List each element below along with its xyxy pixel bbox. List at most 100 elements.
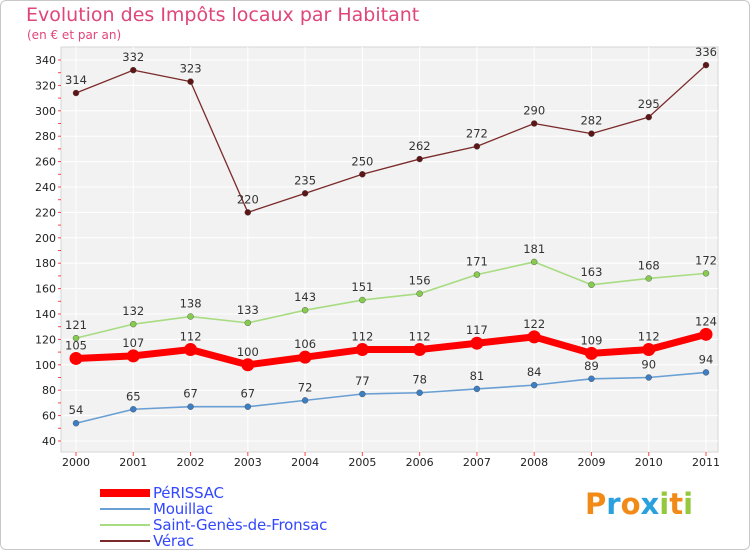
x-tick-label: 2007: [463, 456, 491, 469]
data-point: [72, 420, 80, 427]
data-point: [530, 120, 538, 127]
y-tick-label: 40: [42, 435, 56, 448]
data-label: 78: [412, 373, 427, 387]
data-point: [244, 319, 252, 327]
data-label: 109: [580, 333, 602, 347]
data-label: 54: [69, 403, 84, 417]
data-point: [588, 130, 595, 137]
data-label: 156: [409, 274, 431, 288]
y-tick-label: 280: [35, 130, 56, 143]
logo-letter: P: [585, 487, 607, 521]
data-point: [645, 113, 652, 121]
y-tick-label: 300: [35, 105, 56, 118]
y-tick-label: 80: [42, 384, 56, 397]
data-label: 106: [294, 337, 316, 351]
y-tick-label: 60: [42, 410, 56, 423]
data-label: 336: [695, 45, 717, 59]
data-point: [588, 281, 595, 288]
legend-swatch: [100, 524, 150, 526]
data-label: 295: [638, 97, 660, 111]
chart-title: Evolution des Impôts locaux par Habitant: [26, 4, 420, 26]
data-label: 107: [122, 336, 144, 350]
data-point: [187, 78, 194, 85]
data-point: [359, 390, 366, 398]
plot-area: [60, 46, 719, 453]
data-point: [301, 397, 309, 404]
data-label: 132: [122, 304, 144, 318]
data-point: [184, 343, 198, 357]
data-label: 77: [355, 374, 370, 388]
legend-label: Vérac: [153, 532, 194, 550]
data-point: [413, 343, 427, 357]
data-point: [301, 306, 309, 314]
y-tick-label: 100: [35, 359, 56, 372]
data-point: [244, 403, 252, 410]
data-point: [301, 190, 309, 197]
x-tick-label: 2008: [520, 456, 548, 469]
x-tick-label: 2003: [234, 456, 262, 469]
data-point: [645, 374, 652, 381]
y-tick-label: 340: [35, 54, 56, 67]
data-label: 124: [695, 314, 717, 328]
logo-letter: r: [606, 487, 621, 521]
x-tick-label: 2009: [577, 456, 605, 469]
data-label: 133: [237, 303, 259, 317]
logo-letter: i: [683, 487, 694, 521]
data-label: 112: [351, 330, 373, 344]
data-point: [473, 385, 481, 393]
data-point: [241, 358, 255, 372]
data-label: 89: [584, 359, 599, 373]
data-point: [130, 66, 137, 74]
logo-letter: x: [640, 487, 660, 521]
data-label: 112: [180, 330, 202, 344]
y-tick-label: 120: [35, 333, 56, 346]
data-point: [702, 369, 710, 376]
series-line: [75, 330, 707, 369]
data-point: [359, 171, 366, 178]
y-tick-label: 160: [35, 283, 56, 296]
data-label: 112: [409, 330, 431, 344]
data-point: [702, 270, 710, 277]
logo-letter: o: [620, 487, 641, 521]
data-point: [416, 290, 423, 297]
data-label: 143: [294, 290, 316, 304]
data-label: 250: [351, 154, 373, 168]
data-label: 314: [65, 73, 87, 87]
data-point: [130, 406, 137, 413]
data-label: 90: [641, 358, 656, 372]
x-tick-label: 2006: [406, 456, 434, 469]
data-point: [645, 275, 652, 282]
data-point: [126, 349, 140, 363]
data-point: [642, 343, 656, 357]
data-point: [530, 381, 538, 389]
x-tick-label: 2002: [177, 456, 205, 469]
data-label: 262: [409, 139, 431, 153]
data-label: 117: [466, 323, 488, 337]
x-tick-label: 2001: [119, 456, 147, 469]
data-label: 122: [523, 317, 545, 331]
data-point: [72, 334, 80, 342]
legend-swatch: [100, 489, 150, 497]
data-label: 67: [240, 387, 255, 401]
data-label: 172: [695, 253, 717, 267]
y-tick-label: 180: [35, 257, 56, 270]
data-point: [473, 271, 481, 278]
logo-letter: t: [669, 487, 684, 521]
series-line: [75, 371, 707, 424]
legend-label: Mouillac: [153, 500, 213, 518]
data-label: 235: [294, 173, 316, 187]
x-tick-label: 2011: [692, 456, 720, 469]
data-label: 272: [466, 126, 488, 140]
chart-subtitle: (en € et par an): [27, 28, 122, 42]
y-tick-label: 220: [35, 206, 56, 219]
legend-label: PéRISSAC: [153, 484, 224, 502]
data-label: 220: [237, 192, 259, 206]
data-point: [244, 209, 252, 216]
data-label: 112: [638, 330, 660, 344]
data-label: 121: [65, 318, 87, 332]
data-label: 323: [180, 62, 202, 76]
data-label: 163: [580, 265, 602, 279]
data-point: [355, 343, 369, 357]
data-label: 72: [298, 380, 313, 394]
